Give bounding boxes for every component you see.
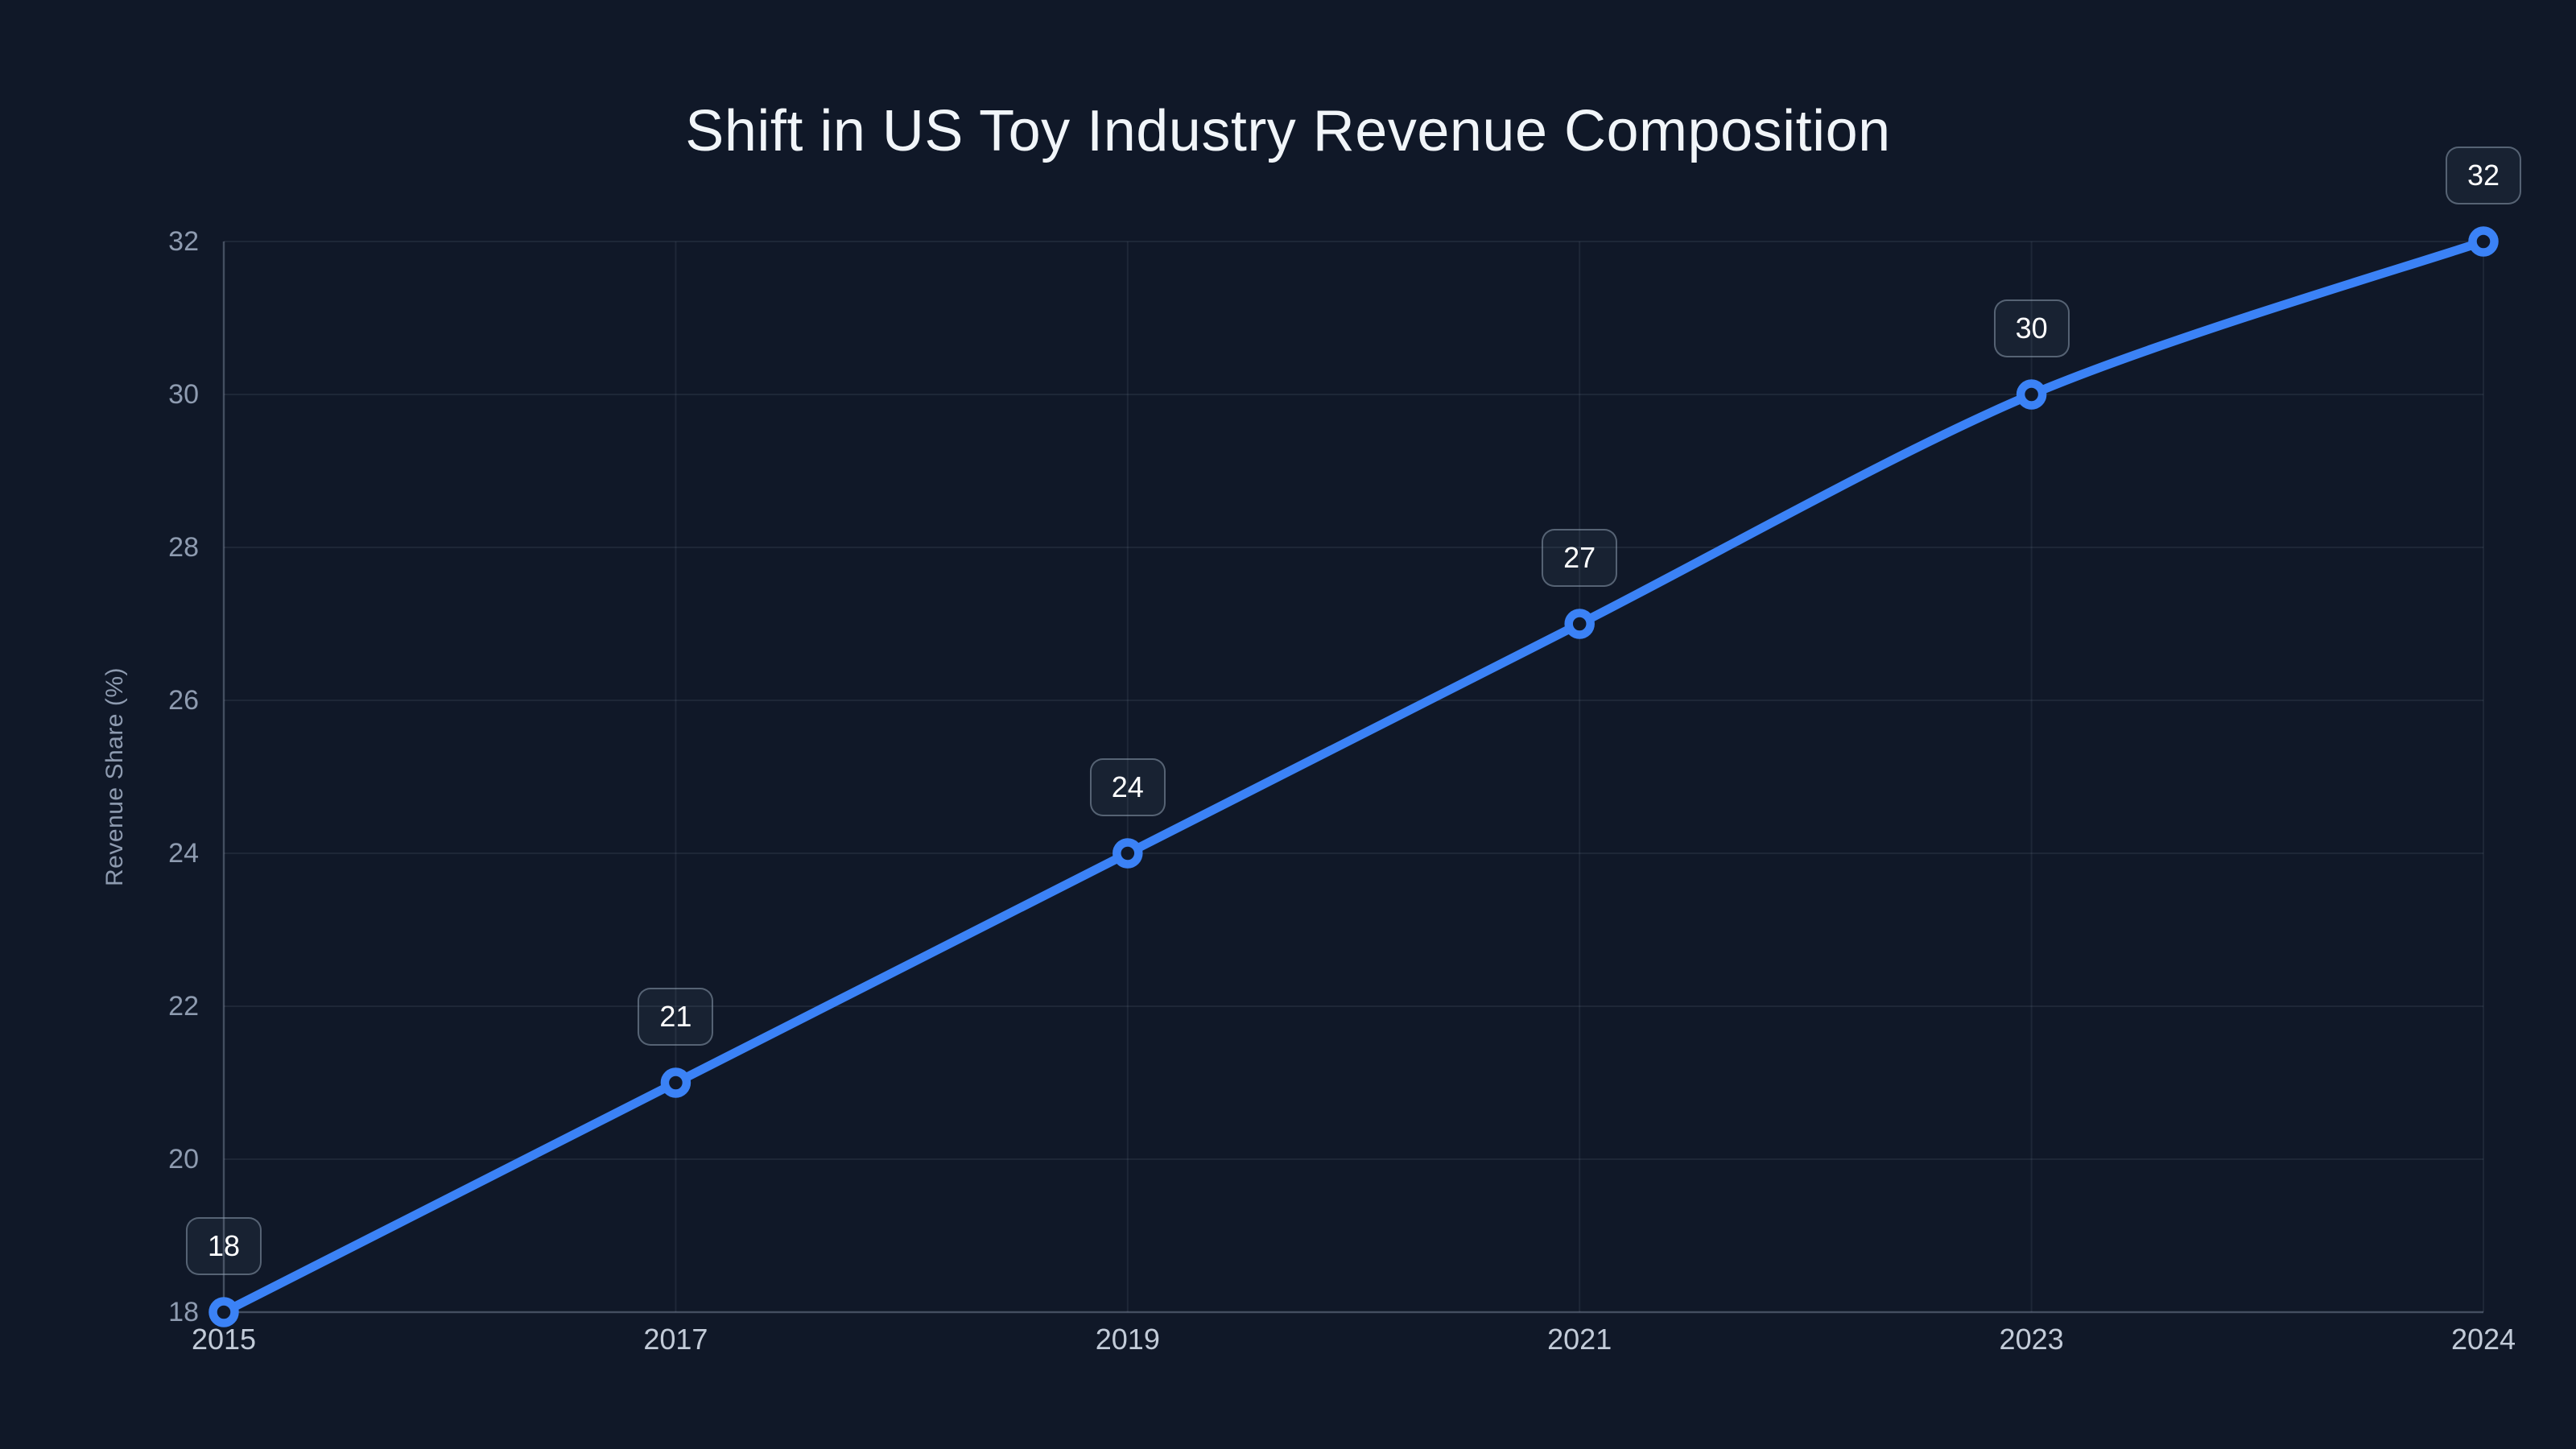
data-point-marker — [208, 1297, 239, 1327]
line-series — [219, 237, 2488, 1317]
data-point-marker — [1564, 609, 1595, 639]
data-point-marker — [660, 1067, 691, 1098]
y-tick-label: 26 — [168, 685, 199, 716]
data-point-badge: 32 — [2445, 147, 2522, 204]
x-tick-label: 2019 — [1095, 1323, 1160, 1356]
data-point-badge: 21 — [638, 988, 714, 1046]
data-point-badge: 30 — [1993, 299, 2070, 357]
x-tick-label: 2021 — [1547, 1323, 1612, 1356]
y-tick-label: 20 — [168, 1144, 199, 1174]
x-tick-label: 2015 — [191, 1323, 257, 1356]
y-tick-label: 28 — [168, 532, 199, 563]
y-tick-label: 24 — [168, 838, 199, 869]
y-tick-label: 18 — [168, 1297, 199, 1327]
chart-title: Shift in US Toy Industry Revenue Composi… — [685, 99, 1891, 163]
x-tick-label: 2017 — [643, 1323, 708, 1356]
y-tick-label: 30 — [168, 379, 199, 410]
data-point-marker — [1113, 838, 1143, 869]
x-tick-label: 2023 — [1999, 1323, 2064, 1356]
data-point-badge: 24 — [1089, 758, 1166, 816]
y-tick-label: 22 — [168, 991, 199, 1022]
data-point-badge: 27 — [1542, 529, 1618, 587]
data-point-badge: 18 — [185, 1217, 262, 1275]
data-point-marker — [2468, 226, 2499, 257]
y-tick-label: 32 — [168, 226, 199, 257]
x-tick-label: 2024 — [2450, 1323, 2516, 1356]
data-point-marker — [2016, 379, 2047, 410]
